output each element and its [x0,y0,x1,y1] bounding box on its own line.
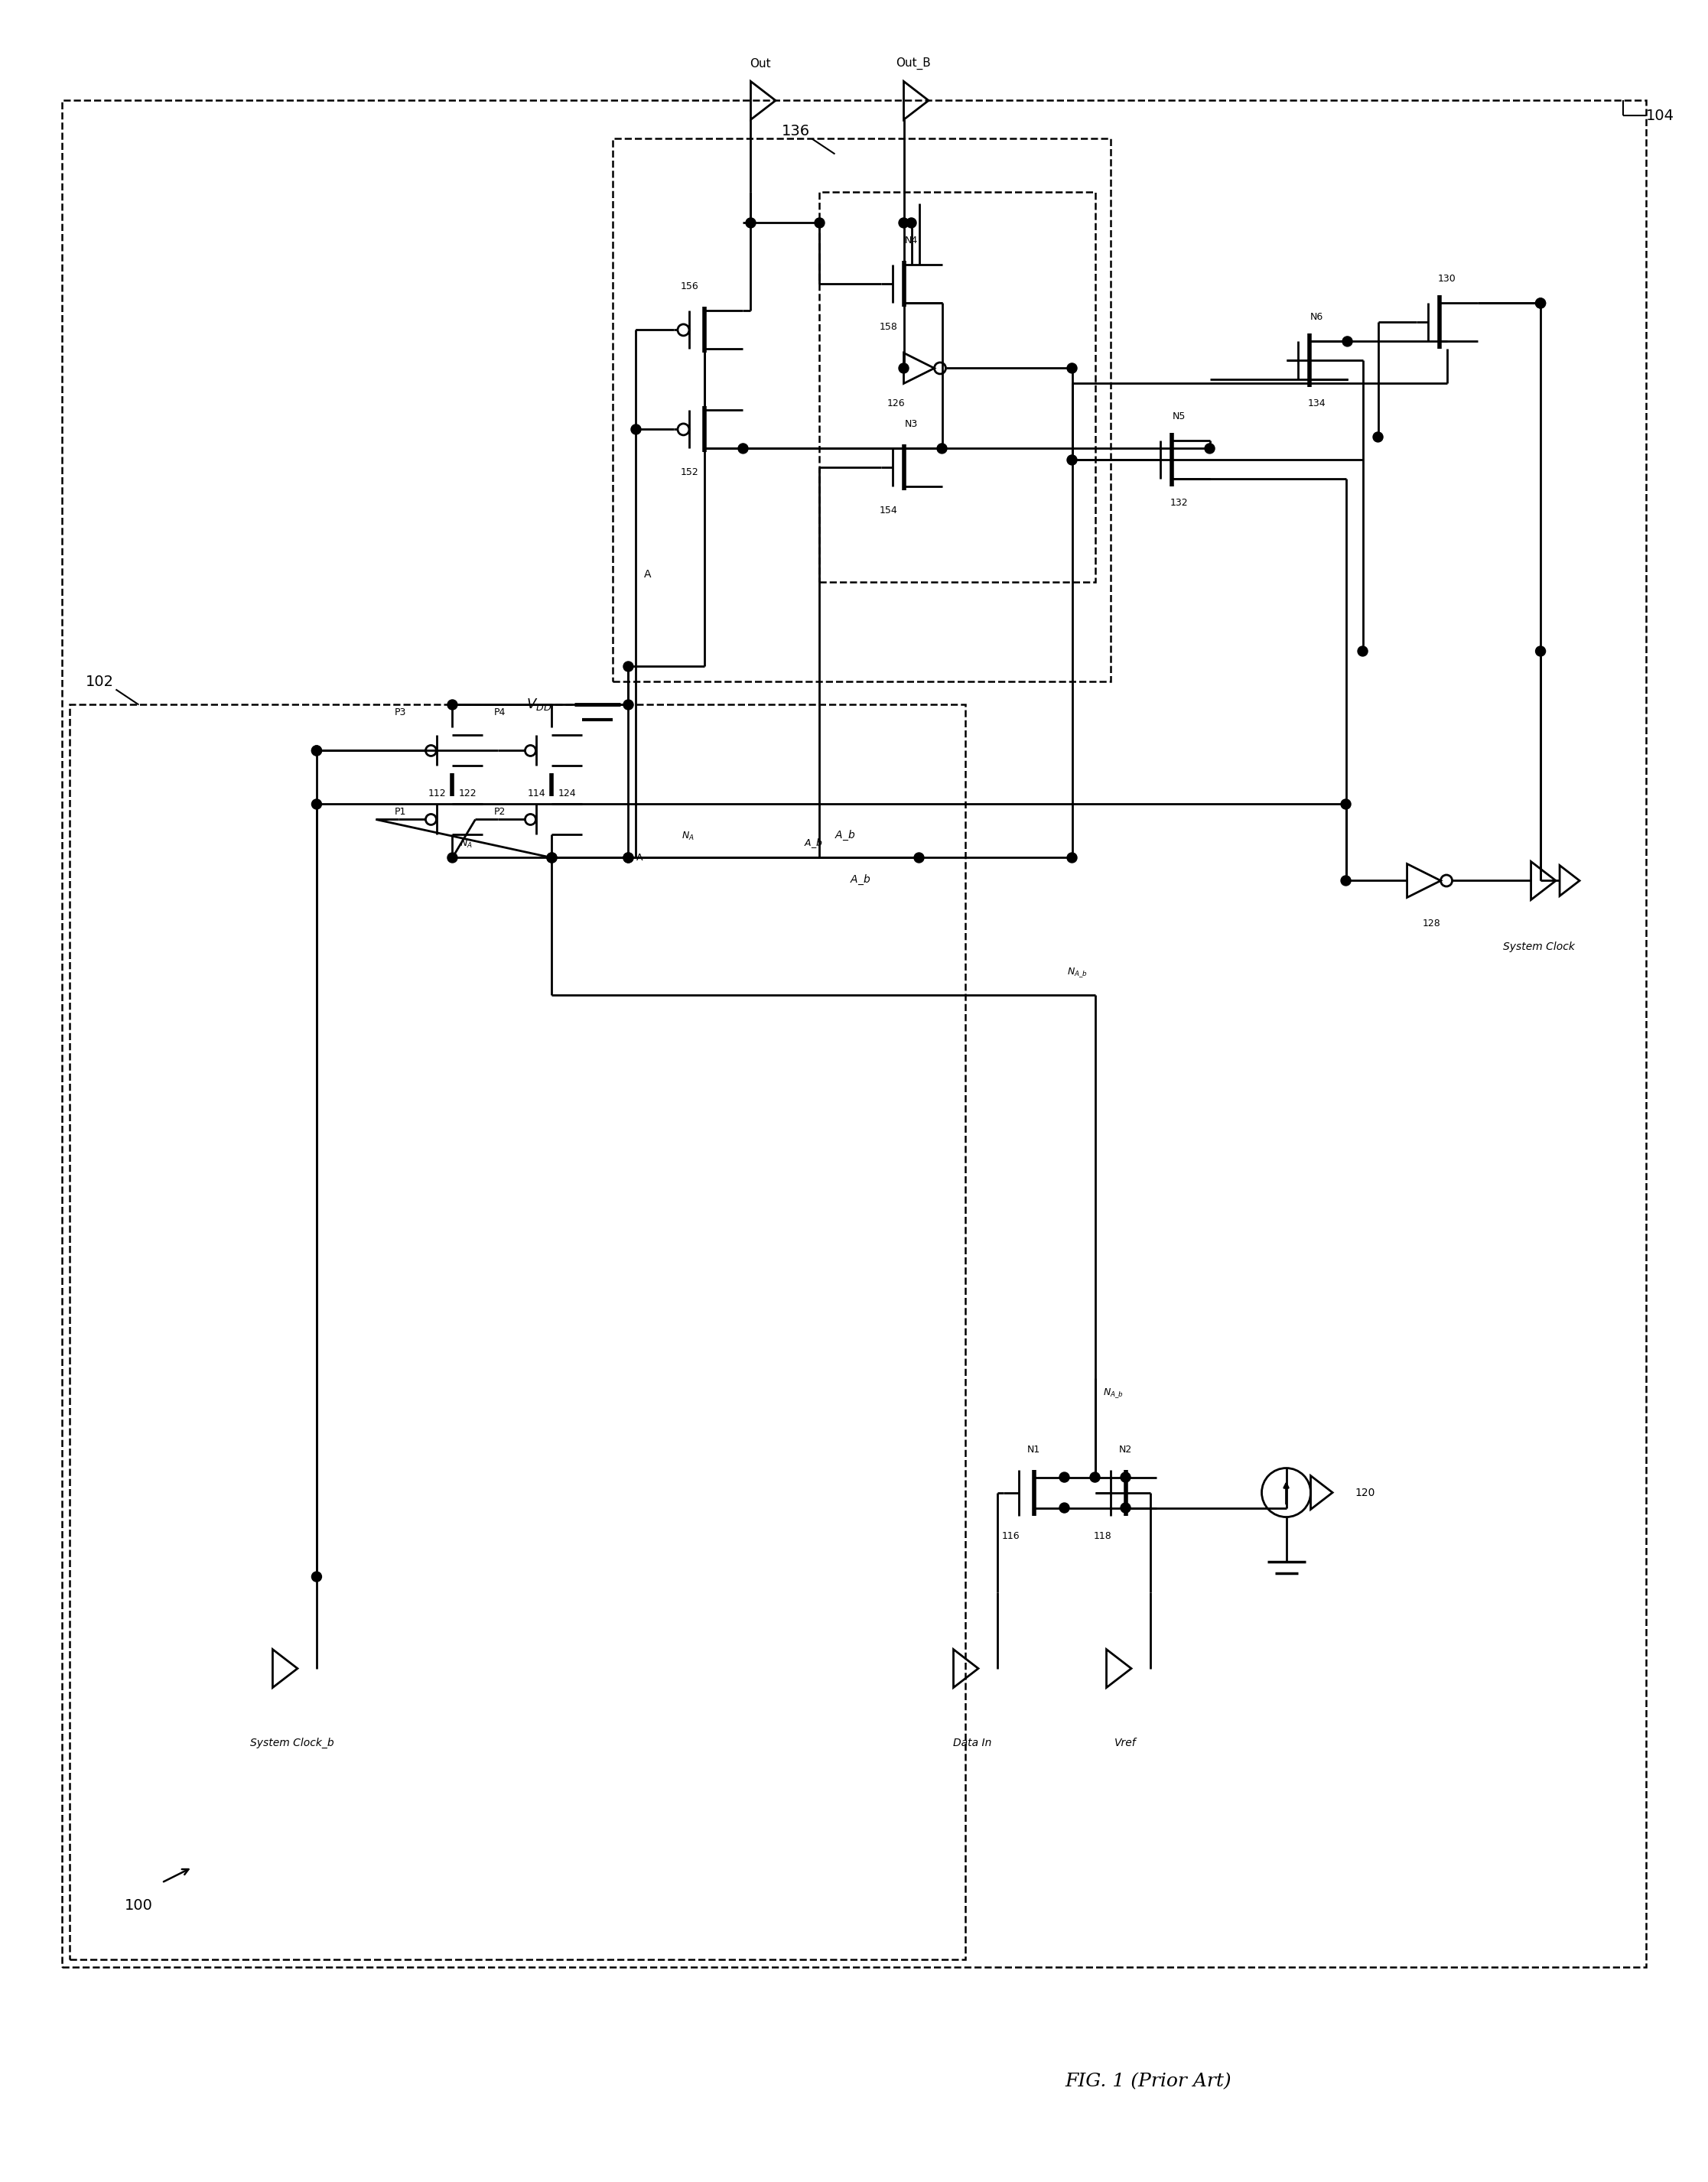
Circle shape [630,425,640,434]
Circle shape [623,700,634,709]
Circle shape [1059,1503,1069,1512]
Text: $N_A$: $N_A$ [459,838,473,851]
Text: $N_{A\_b}$: $N_{A\_b}$ [1103,1388,1124,1399]
Text: P1: P1 [395,807,407,816]
Text: $V_{DD}$: $V_{DD}$ [526,696,552,711]
Text: FIG. 1 (Prior Art): FIG. 1 (Prior Art) [1066,2073,1231,2090]
Circle shape [311,1571,321,1582]
Text: 104: 104 [1647,109,1674,122]
Circle shape [914,853,924,862]
Text: 124: 124 [559,790,576,799]
Circle shape [738,443,748,454]
Text: 130: 130 [1438,275,1455,284]
Text: 158: 158 [880,323,897,332]
Text: N3: N3 [905,419,917,430]
Bar [70,705,965,1959]
Circle shape [907,218,917,227]
Text: Data In: Data In [953,1737,992,1748]
Circle shape [1068,456,1078,465]
Circle shape [311,746,321,755]
Text: N6: N6 [1310,312,1324,323]
Text: 126: 126 [886,399,905,408]
Circle shape [898,362,909,373]
Circle shape [1342,336,1353,347]
Circle shape [746,218,755,227]
Text: Vref: Vref [1115,1737,1136,1748]
Text: 156: 156 [680,281,699,292]
Circle shape [547,853,557,862]
Text: P2: P2 [494,807,506,816]
Text: 152: 152 [680,467,699,478]
Circle shape [898,218,909,227]
Bar [61,100,1647,1966]
Text: 118: 118 [1093,1532,1112,1540]
Text: $A\_b$: $A\_b$ [851,873,871,886]
Circle shape [447,853,458,862]
Text: 136: 136 [781,124,810,137]
Circle shape [311,799,321,810]
Text: $N_A$: $N_A$ [681,831,695,842]
Circle shape [1535,299,1546,308]
Text: 134: 134 [1308,399,1325,408]
Text: $A\_b$: $A\_b$ [835,829,856,842]
Circle shape [623,661,634,672]
Text: P3: P3 [395,707,407,718]
Circle shape [547,853,557,862]
Circle shape [938,443,946,454]
Circle shape [1068,362,1078,373]
Text: N2: N2 [1119,1444,1132,1455]
Text: N1: N1 [1027,1444,1040,1455]
Text: $N_{A\_b}$: $N_{A\_b}$ [1068,967,1088,980]
Text: 120: 120 [1354,1488,1375,1497]
Circle shape [311,746,321,755]
Circle shape [1120,1503,1131,1512]
Text: 116: 116 [1003,1532,1020,1540]
Circle shape [1059,1473,1069,1482]
Text: $A\_b$: $A\_b$ [804,838,823,851]
Circle shape [1358,646,1368,657]
Circle shape [1535,299,1546,308]
Circle shape [623,853,634,862]
Text: A: A [635,853,642,862]
Text: N4: N4 [905,236,917,247]
Circle shape [1068,853,1078,862]
Circle shape [815,218,825,227]
Circle shape [1535,646,1546,657]
Circle shape [623,853,634,862]
Text: A: A [644,570,651,580]
Circle shape [1341,799,1351,810]
Text: Out: Out [750,59,770,70]
Text: 128: 128 [1423,919,1440,930]
Text: 102: 102 [85,674,113,690]
Text: 122: 122 [459,790,477,799]
Text: 112: 112 [429,790,446,799]
Text: 154: 154 [880,506,897,515]
Text: Out_B: Out_B [895,57,931,70]
Text: P4: P4 [494,707,506,718]
Text: System Clock_b: System Clock_b [249,1737,333,1748]
Circle shape [1373,432,1383,443]
Text: N5: N5 [1172,412,1185,421]
Circle shape [1204,443,1214,454]
Text: 114: 114 [528,790,545,799]
Circle shape [447,700,458,709]
Bar [820,192,1095,583]
Text: 100: 100 [125,1898,154,1914]
Bar [613,140,1110,681]
Text: 132: 132 [1170,497,1189,508]
Text: System Clock: System Clock [1503,943,1575,954]
Circle shape [1090,1473,1100,1482]
Circle shape [1341,875,1351,886]
Circle shape [1120,1473,1131,1482]
